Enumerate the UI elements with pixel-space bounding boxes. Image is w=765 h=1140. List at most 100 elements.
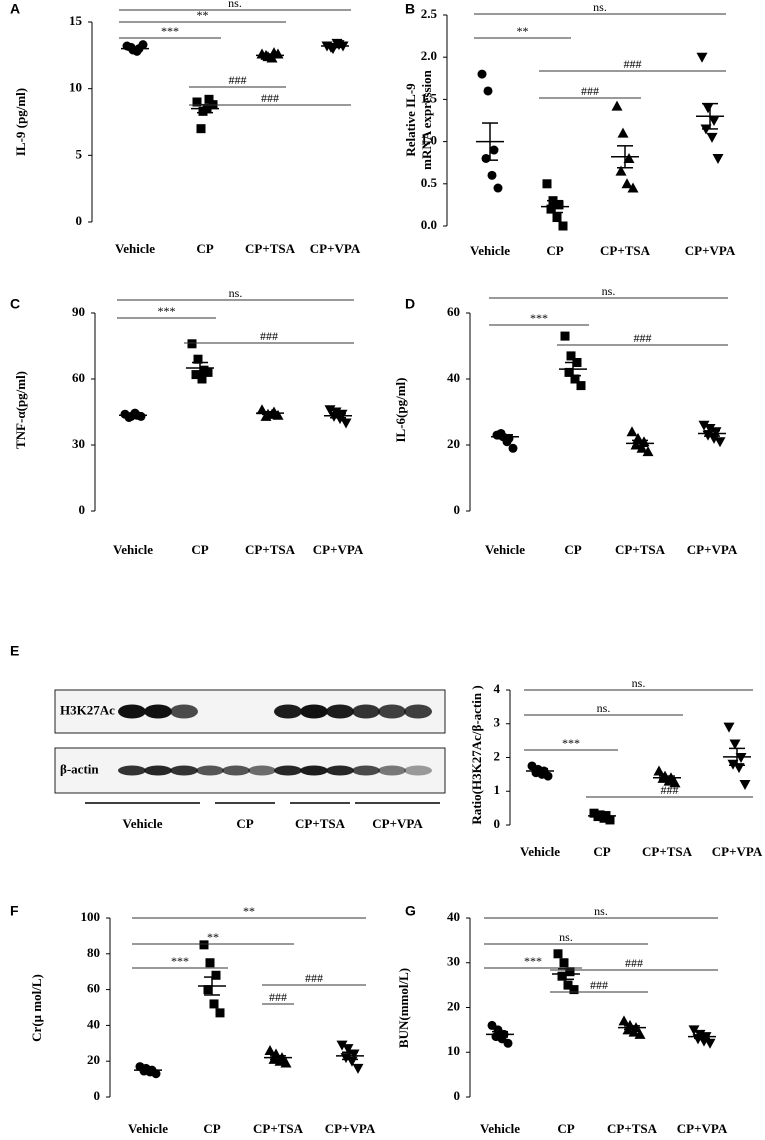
significance-label: *** (524, 954, 542, 968)
point (211, 970, 221, 980)
y-axis-label: BUN(mmol/L) (396, 968, 411, 1048)
point (204, 94, 214, 104)
y-tick-label: 0 (76, 213, 83, 228)
x-tick-label: CP (564, 542, 581, 557)
point (209, 999, 219, 1009)
y-axis-label: TNF-α(pg/ml) (13, 371, 28, 449)
point (487, 170, 497, 180)
significance-label: *** (158, 304, 176, 318)
point (559, 958, 569, 968)
x-tick-label: CP (557, 1121, 574, 1136)
y-tick-label: 90 (72, 304, 85, 319)
blot-band (404, 704, 432, 719)
significance-label: ns. (594, 904, 608, 918)
x-tick-label: CP (546, 243, 563, 258)
point (560, 331, 570, 341)
panel-letter: G (405, 903, 416, 919)
point (739, 780, 751, 790)
x-tick-label: CP (196, 241, 213, 256)
y-tick-label: 4 (494, 681, 501, 696)
significance-label: ### (624, 57, 642, 71)
blot-band (300, 704, 328, 719)
x-tick-label: CP+VPA (712, 844, 763, 859)
point (710, 427, 722, 438)
y-axis-label: mRNA expression (419, 69, 434, 170)
significance-label: ### (590, 978, 608, 992)
point (558, 221, 568, 231)
point (477, 69, 487, 79)
x-tick-label: CP (191, 542, 208, 557)
blot-band (144, 704, 172, 719)
significance-label: ### (581, 84, 599, 98)
blot-group-label: CP+TSA (295, 816, 346, 831)
significance-label: *** (562, 736, 580, 750)
y-axis-label: Cr(μ mol/L) (29, 974, 44, 1042)
y-tick-label: 0 (454, 502, 461, 517)
point (636, 442, 648, 453)
point (623, 152, 635, 163)
y-tick-label: 40 (447, 370, 460, 385)
x-tick-label: CP+TSA (615, 542, 666, 557)
point (542, 179, 552, 189)
blot-band (300, 765, 328, 776)
y-tick-label: 20 (87, 1052, 100, 1067)
significance-label: ** (197, 8, 209, 22)
y-tick-label: 0 (494, 816, 501, 831)
point (203, 367, 213, 377)
point (669, 777, 681, 788)
x-tick-label: CP (593, 844, 610, 859)
x-tick-label: Vehicle (113, 542, 153, 557)
blot-band (170, 704, 198, 719)
blot-band (118, 704, 146, 719)
point (712, 153, 724, 164)
point (617, 127, 629, 138)
x-tick-label: CP+VPA (325, 1121, 376, 1136)
y-tick-label: 30 (72, 436, 85, 451)
significance-label: ### (269, 990, 287, 1004)
blot-row-label: H3K27Ac (60, 702, 115, 717)
significance-label: ### (261, 91, 279, 105)
point (191, 370, 201, 380)
panel-letter: D (405, 296, 415, 312)
point (215, 1008, 225, 1018)
point (570, 374, 580, 384)
significance-label: ns. (559, 930, 573, 944)
point (566, 351, 576, 361)
significance-label: ### (305, 971, 323, 985)
y-tick-label: 100 (81, 909, 101, 924)
point (552, 213, 562, 223)
point (496, 428, 506, 438)
x-tick-label: CP+TSA (642, 844, 693, 859)
point (554, 200, 564, 210)
point (605, 815, 615, 825)
significance-label: ### (634, 331, 652, 345)
blot-band (274, 765, 302, 776)
point (615, 165, 627, 176)
point (187, 339, 197, 349)
y-axis-label: IL-6(pg/ml) (393, 378, 408, 443)
point (696, 52, 708, 63)
y-tick-label: 10 (69, 80, 82, 95)
x-tick-label: CP+TSA (245, 241, 296, 256)
panel-letter: A (10, 1, 20, 17)
y-tick-label: 2.0 (421, 48, 437, 63)
point (704, 424, 716, 434)
blot-band (326, 765, 354, 776)
point (618, 1015, 630, 1026)
point (565, 967, 575, 977)
blot-band (352, 704, 380, 719)
y-tick-label: 30 (447, 954, 460, 969)
point (508, 443, 518, 453)
point (564, 367, 574, 377)
y-tick-label: 3 (494, 715, 501, 730)
point (205, 958, 215, 968)
y-tick-label: 2.5 (421, 6, 438, 21)
panel-letter: E (10, 643, 19, 659)
point (569, 985, 579, 995)
y-tick-label: 40 (87, 1016, 100, 1031)
point (192, 97, 202, 107)
point (193, 354, 203, 364)
panel-letter: F (10, 903, 19, 919)
y-tick-label: 60 (447, 304, 460, 319)
point (663, 775, 675, 786)
